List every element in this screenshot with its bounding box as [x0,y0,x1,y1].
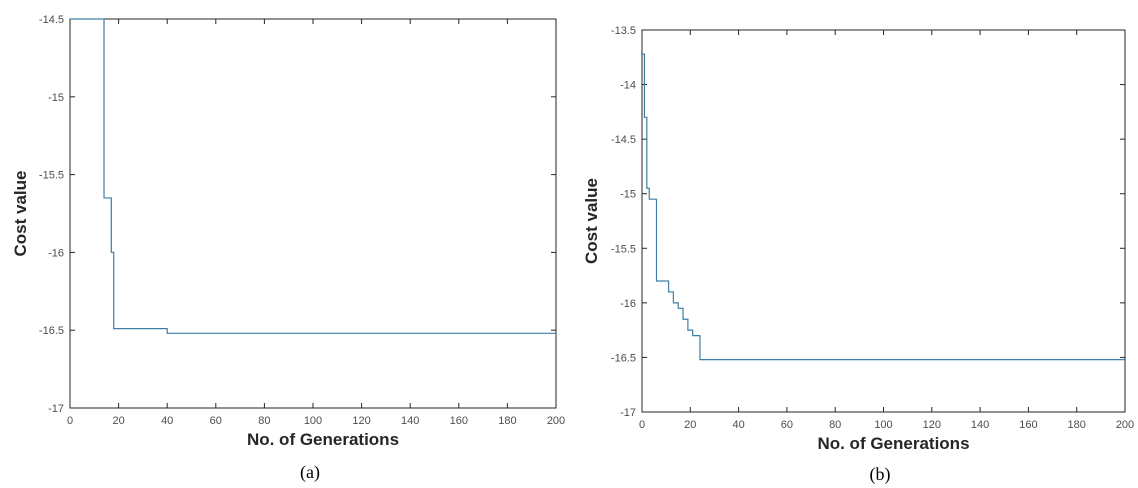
y-tick-label-b: -16 [620,298,636,310]
x-tick-label-b: 80 [829,419,841,431]
x-tick-label-a: 200 [547,415,565,427]
y-axis-label-b: Cost value [582,178,601,264]
plot-area-b [641,29,1126,413]
x-tick-label-a: 60 [210,415,222,427]
y-tick-label-a: -16 [48,247,64,259]
y-tick-label-b: -15 [620,189,636,201]
x-tick-label-b: 140 [971,419,989,431]
x-tick-label-b: 100 [874,419,892,431]
x-tick-label-a: 100 [304,415,322,427]
x-tick-label-b: 180 [1068,419,1086,431]
y-tick-label-b: -14.5 [611,134,636,146]
x-tick-label-a: 0 [67,415,73,427]
x-tick-label-a: 80 [258,415,270,427]
y-axis-label-a: Cost value [11,171,30,257]
x-tick-label-a: 20 [112,415,124,427]
series-line-b [642,53,1125,361]
x-tick-label-b: 0 [639,419,645,431]
y-tick-label-b: -13.5 [611,25,636,37]
x-tick-label-b: 60 [781,419,793,431]
x-tick-label-b: 120 [923,419,941,431]
x-tick-label-a: 120 [352,415,370,427]
plot-area-a [69,18,557,409]
y-tick-label-a: -14.5 [39,14,64,26]
y-tick-label-a: -16.5 [39,325,64,337]
series-line-a [70,18,556,334]
y-tick-label-b: -17 [620,407,636,419]
y-tick-label-b: -15.5 [611,243,636,255]
figure-caption-a: (a) [300,462,320,483]
y-tick-label-a: -15 [48,92,64,104]
y-tick-label-b: -14 [620,80,636,92]
x-axis-label-a: No. of Generations [247,430,399,449]
y-tick-label-a: -15.5 [39,170,64,182]
x-tick-label-a: 140 [401,415,419,427]
x-tick-label-a: 180 [498,415,516,427]
x-tick-label-a: 40 [161,415,173,427]
x-tick-label-b: 200 [1116,419,1134,431]
x-axis-label-b: No. of Generations [817,434,969,453]
x-tick-label-a: 160 [450,415,468,427]
figure-caption-b: (b) [870,464,891,485]
x-tick-label-b: 20 [684,419,696,431]
y-tick-label-b: -16.5 [611,352,636,364]
x-tick-label-b: 160 [1019,419,1037,431]
y-tick-label-a: -17 [48,403,64,415]
x-tick-label-b: 40 [732,419,744,431]
